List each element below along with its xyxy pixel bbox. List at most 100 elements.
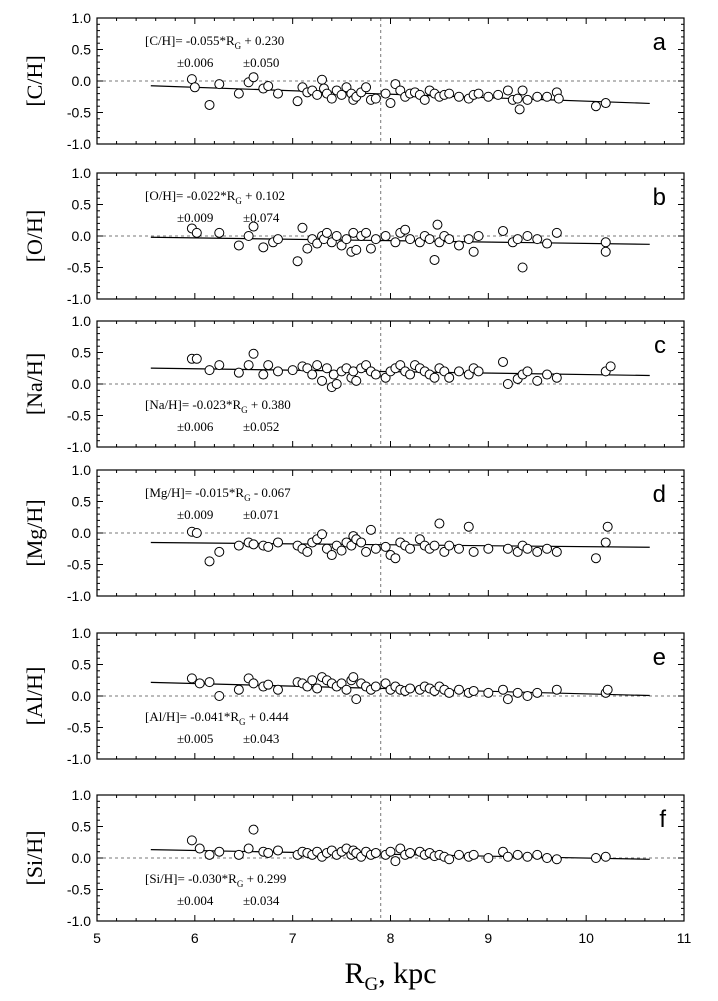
data-point [600, 237, 611, 248]
data-point [532, 375, 543, 386]
data-point [400, 224, 411, 235]
panel-letter: b [653, 184, 666, 211]
x-tick-label: 10 [578, 930, 594, 946]
data-point [453, 543, 464, 554]
y-axis-label: [O/H] [22, 210, 47, 263]
data-point [258, 242, 269, 253]
data-point [483, 543, 494, 554]
data-point [312, 683, 323, 694]
panel-frame [96, 17, 685, 145]
data-point [522, 543, 533, 554]
data-point [204, 677, 215, 688]
data-point [532, 687, 543, 698]
data-point [233, 367, 244, 378]
y-tick-label: 1.0 [72, 462, 92, 478]
panel-letter: f [659, 806, 666, 833]
y-tick-label: -0.5 [67, 557, 91, 573]
panel-letter: e [653, 644, 666, 671]
y-tick-label: 0.5 [72, 819, 92, 835]
y-tick-label: 1.0 [72, 625, 92, 641]
data-point [512, 849, 523, 860]
data-point [600, 98, 611, 109]
data-point [493, 89, 504, 100]
x-tick-label: 8 [387, 930, 395, 946]
data-point [248, 72, 259, 83]
data-point [498, 225, 509, 236]
data-point [233, 684, 244, 695]
data-point [453, 91, 464, 102]
data-point [321, 363, 332, 374]
y-tick-label: 0.0 [72, 850, 92, 866]
data-point [356, 537, 367, 548]
intercept-error: ±0.043 [243, 731, 279, 746]
panel-letter: d [653, 481, 666, 508]
y-tick-label: 0.5 [72, 345, 92, 361]
data-point [390, 553, 401, 564]
data-point [272, 234, 283, 245]
data-point [292, 96, 303, 107]
panel-letter: c [654, 332, 666, 359]
data-point [191, 227, 202, 238]
data-point [380, 541, 391, 552]
y-axis-label: [Si/H] [22, 831, 47, 886]
data-point [532, 234, 543, 245]
data-point [307, 369, 318, 380]
y-tick-label: -1.0 [67, 136, 91, 152]
data-point [263, 679, 274, 690]
data-point [551, 546, 562, 557]
data-point [258, 369, 269, 380]
data-point [370, 369, 381, 380]
slope-error: ±0.006 [177, 419, 214, 434]
data-point [600, 851, 611, 862]
data-point [380, 231, 391, 241]
intercept-error: ±0.034 [243, 893, 280, 908]
data-point [214, 360, 225, 371]
data-point [248, 539, 259, 550]
fit-line [150, 236, 650, 245]
data-point [502, 694, 513, 705]
data-point [312, 89, 323, 100]
data-point [370, 681, 381, 692]
y-tick-label: 0.0 [72, 228, 92, 244]
data-point [405, 543, 416, 554]
x-tick-label: 7 [289, 930, 297, 946]
x-tick-label: 9 [484, 930, 492, 946]
data-point [214, 691, 225, 701]
data-point [272, 845, 283, 856]
intercept-error: ±0.052 [243, 419, 279, 434]
data-point [248, 678, 259, 689]
data-point [522, 691, 533, 701]
x-axis-label: RG, kpc [344, 957, 436, 995]
data-point [444, 854, 455, 865]
data-point [361, 82, 372, 93]
data-point [248, 348, 259, 359]
data-point [321, 227, 332, 238]
data-point [186, 673, 197, 684]
data-point [341, 684, 352, 695]
data-point [512, 93, 523, 104]
data-point [243, 843, 254, 854]
data-point [191, 353, 202, 364]
data-point [502, 85, 513, 96]
data-point [542, 91, 553, 102]
data-point [380, 88, 391, 99]
data-point [498, 684, 509, 695]
data-point [370, 847, 381, 858]
data-point [453, 684, 464, 695]
data-point [263, 847, 274, 858]
data-point [424, 234, 435, 245]
data-point [186, 74, 197, 85]
data-point [361, 546, 372, 557]
data-point [248, 221, 259, 232]
data-point [483, 687, 494, 698]
panel-letter: a [653, 29, 667, 56]
data-point [405, 847, 416, 858]
data-point [351, 244, 362, 255]
slope-error: ±0.005 [177, 731, 213, 746]
y-tick-label: 0.5 [72, 197, 92, 213]
data-point [370, 234, 381, 245]
data-point [600, 537, 611, 548]
data-point [453, 366, 464, 377]
data-point [444, 88, 455, 99]
